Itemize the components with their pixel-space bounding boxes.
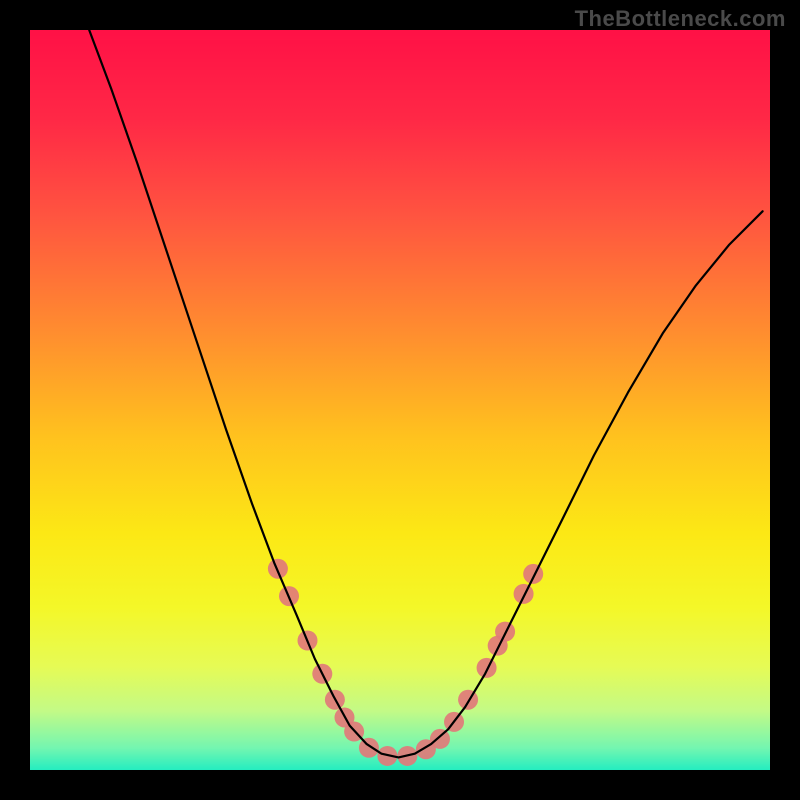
watermark-text: TheBottleneck.com: [575, 6, 786, 32]
data-marker: [514, 584, 534, 604]
bottleneck-chart: TheBottleneck.com: [0, 0, 800, 800]
data-marker: [430, 729, 450, 749]
data-marker: [523, 564, 543, 584]
data-marker: [477, 658, 497, 678]
chart-svg: [0, 0, 800, 800]
data-marker: [458, 690, 478, 710]
gradient-background: [30, 30, 770, 770]
data-marker: [359, 738, 379, 758]
